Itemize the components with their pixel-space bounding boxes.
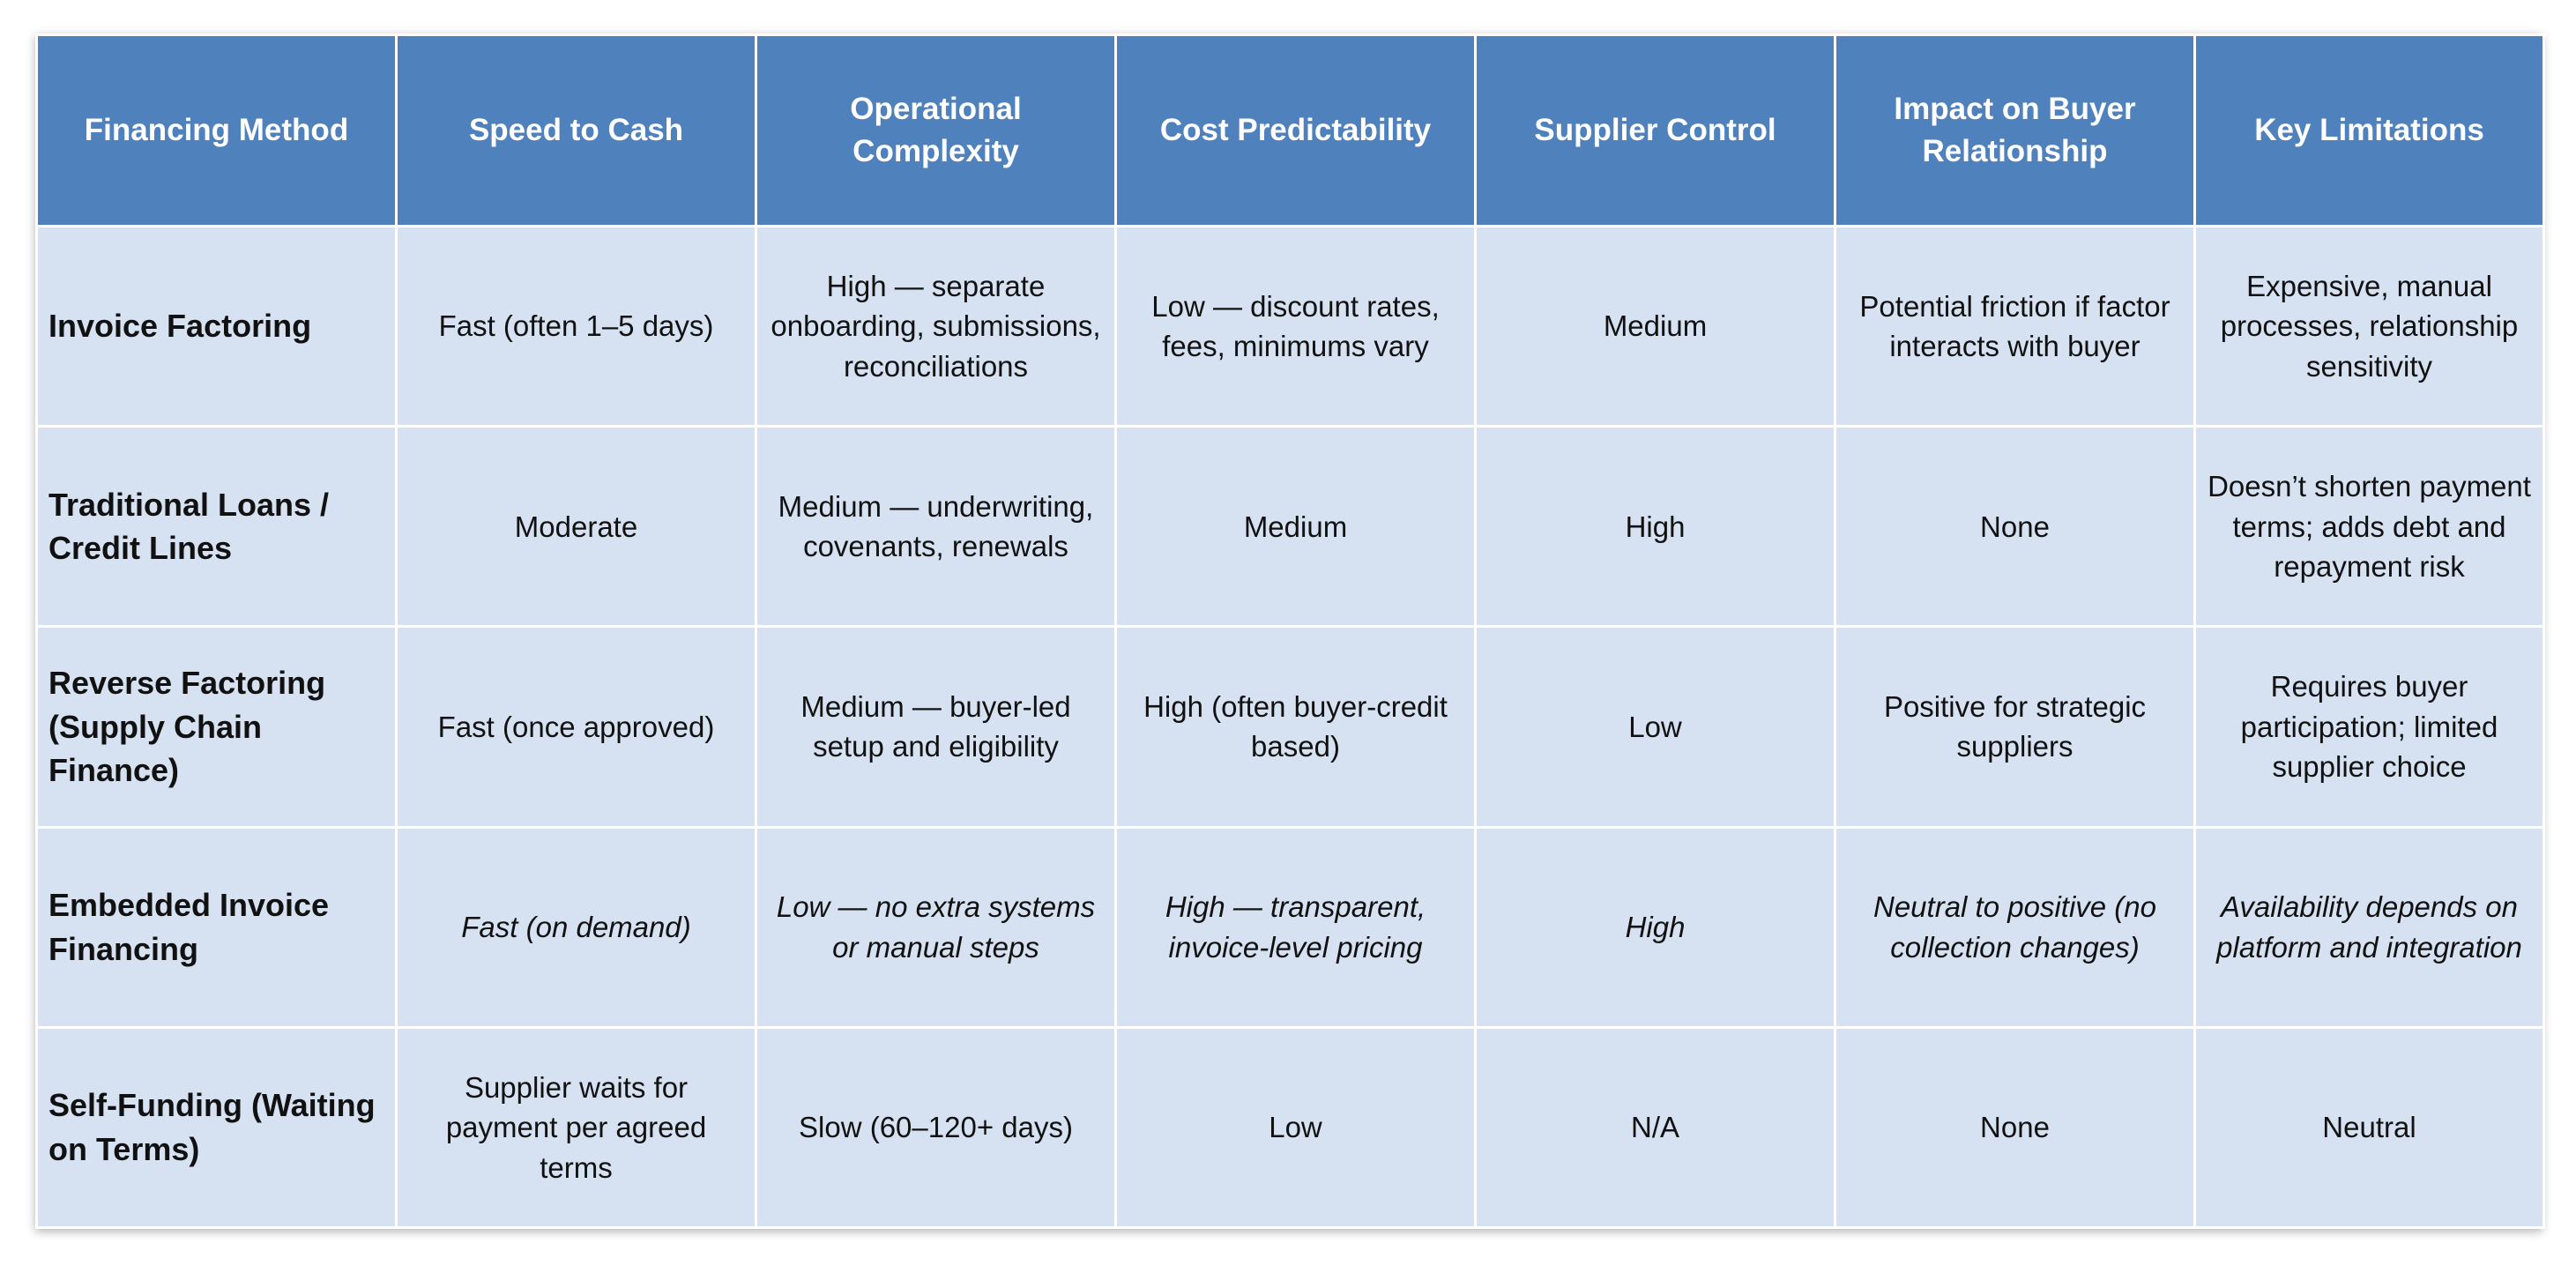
table-row-invoice-factoring: Invoice Factoring Fast (often 1–5 days) … xyxy=(35,224,2545,428)
header-impact-on-buyer-relationship: Impact on Buyer Relationship xyxy=(1834,34,2196,227)
method-cell: Self-Funding (Waiting on Terms) xyxy=(35,1025,398,1230)
cost-cell: High — transparent, invoice-level pricin… xyxy=(1114,825,1477,1029)
speed-cell: Fast (on demand) xyxy=(395,825,757,1029)
method-cell: Reverse Factoring (Supply Chain Finance) xyxy=(35,625,398,829)
impact-cell: Potential friction if factor interacts w… xyxy=(1834,224,2196,428)
method-cell: Traditional Loans / Credit Lines xyxy=(35,425,398,629)
complexity-cell: Medium — underwriting, covenants, renewa… xyxy=(755,425,1117,629)
header-speed-to-cash: Speed to Cash xyxy=(395,34,757,227)
speed-cell: Fast (once approved) xyxy=(395,625,757,829)
limitations-cell: Doesn’t shorten payment terms; adds debt… xyxy=(2193,425,2545,629)
cost-cell: Low — discount rates, fees, minimums var… xyxy=(1114,224,1477,428)
financing-comparison-table: Financing Method Speed to Cash Operation… xyxy=(35,34,2545,1230)
method-cell: Invoice Factoring xyxy=(35,224,398,428)
impact-cell: None xyxy=(1834,1025,2196,1230)
impact-cell: None xyxy=(1834,425,2196,629)
method-cell: Embedded Invoice Financing xyxy=(35,825,398,1029)
control-cell: Low xyxy=(1474,625,1836,829)
cost-cell: Low xyxy=(1114,1025,1477,1230)
complexity-cell: Low — no extra systems or manual steps xyxy=(755,825,1117,1029)
cost-cell: High (often buyer-credit based) xyxy=(1114,625,1477,829)
control-cell: N/A xyxy=(1474,1025,1836,1230)
limitations-cell: Neutral xyxy=(2193,1025,2545,1230)
table-row-traditional-loans: Traditional Loans / Credit Lines Moderat… xyxy=(35,425,2545,629)
header-cost-predictability: Cost Predictability xyxy=(1114,34,1477,227)
limitations-cell: Availability depends on platform and int… xyxy=(2193,825,2545,1029)
control-cell: High xyxy=(1474,425,1836,629)
header-row: Financing Method Speed to Cash Operation… xyxy=(35,34,2545,227)
complexity-cell: Slow (60–120+ days) xyxy=(755,1025,1117,1230)
header-financing-method: Financing Method xyxy=(35,34,398,227)
complexity-cell: Medium — buyer-led setup and eligibility xyxy=(755,625,1117,829)
limitations-cell: Requires buyer participation; limited su… xyxy=(2193,625,2545,829)
speed-cell: Fast (often 1–5 days) xyxy=(395,224,757,428)
header-supplier-control: Supplier Control xyxy=(1474,34,1836,227)
impact-cell: Neutral to positive (no collection chang… xyxy=(1834,825,2196,1029)
cost-cell: Medium xyxy=(1114,425,1477,629)
limitations-cell: Expensive, manual processes, relationshi… xyxy=(2193,224,2545,428)
complexity-cell: High — separate onboarding, submissions,… xyxy=(755,224,1117,428)
table-row-self-funding: Self-Funding (Waiting on Terms) Supplier… xyxy=(35,1025,2545,1230)
header-key-limitations: Key Limitations xyxy=(2193,34,2545,227)
table-row-embedded-invoice-financing: Embedded Invoice Financing Fast (on dema… xyxy=(35,825,2545,1029)
control-cell: High xyxy=(1474,825,1836,1029)
speed-cell: Supplier waits for payment per agreed te… xyxy=(395,1025,757,1230)
table-row-reverse-factoring: Reverse Factoring (Supply Chain Finance)… xyxy=(35,625,2545,829)
impact-cell: Positive for strategic suppliers xyxy=(1834,625,2196,829)
speed-cell: Moderate xyxy=(395,425,757,629)
comparison-table-container: Financing Method Speed to Cash Operation… xyxy=(35,34,2545,1230)
header-operational-complexity: Operational Complexity xyxy=(755,34,1117,227)
control-cell: Medium xyxy=(1474,224,1836,428)
